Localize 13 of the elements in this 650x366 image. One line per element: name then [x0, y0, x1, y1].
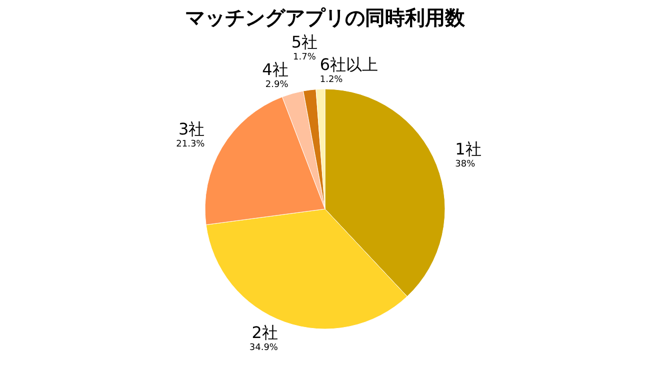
data-label: 2.9%	[265, 80, 289, 90]
slice-label: 1社	[455, 139, 482, 158]
slice-label: 4社	[262, 60, 288, 80]
data-label: 34.9%	[249, 342, 278, 353]
slice-label: 3社	[178, 119, 205, 138]
data-label: 21.3%	[176, 139, 206, 150]
slice-label: 6社以上	[320, 55, 378, 74]
slice-label: 5社	[291, 32, 318, 52]
chart-title: マッチングアプリの同時利用数	[185, 5, 466, 30]
data-label: 1.2%	[320, 75, 344, 86]
slice-label: 2社	[252, 322, 278, 342]
data-label: 38%	[455, 159, 476, 170]
data-label: 1.7%	[293, 52, 316, 62]
